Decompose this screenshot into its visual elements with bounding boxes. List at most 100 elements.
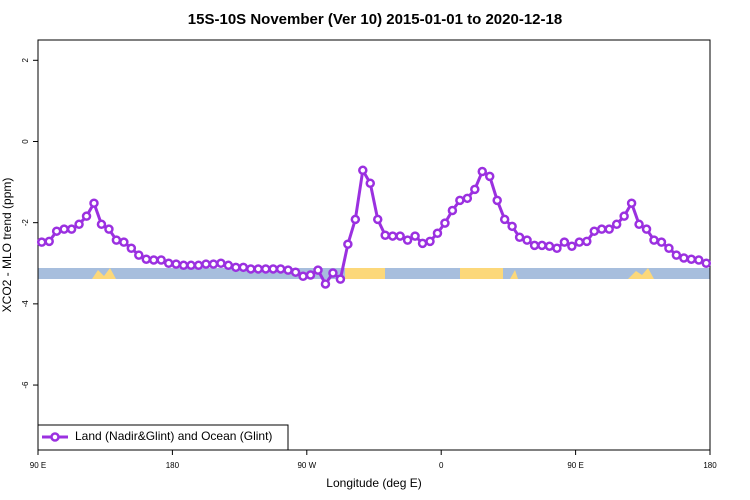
data-point (462, 193, 473, 204)
data-point (343, 239, 353, 249)
data-point (313, 265, 323, 275)
data-point (544, 241, 555, 251)
data-point (141, 254, 152, 264)
data-point (66, 224, 77, 234)
data-point (298, 271, 308, 282)
data-point (514, 232, 525, 243)
data-point (634, 219, 644, 230)
data-point (36, 237, 47, 247)
data-point (664, 243, 674, 253)
data-point (380, 230, 390, 241)
data-point (81, 211, 92, 221)
data-point (492, 195, 502, 206)
y-axis-label: XCO2 - MLO trend (ppm) (0, 178, 14, 313)
chart-title: 15S-10S November (Ver 10) 2015-01-01 to … (188, 11, 562, 28)
data-point (96, 219, 107, 230)
data-point (74, 219, 84, 230)
data-point (358, 165, 368, 176)
data-point (671, 250, 682, 260)
data-point (283, 265, 293, 275)
data-point (89, 198, 99, 208)
data-point (417, 238, 428, 249)
data-point (328, 268, 338, 278)
data-point (641, 224, 652, 234)
data-point (425, 236, 435, 247)
x-tick-label: 180 (166, 461, 180, 470)
data-point (186, 260, 196, 271)
data-point (656, 237, 667, 247)
data-point (223, 260, 234, 271)
data-point (238, 262, 249, 273)
data-point (59, 224, 69, 234)
data-point (619, 211, 629, 221)
data-point (686, 254, 697, 264)
data-point (148, 255, 159, 265)
data-point (178, 260, 189, 271)
data-point (335, 274, 346, 284)
data-point (477, 166, 488, 177)
data-point (574, 237, 585, 247)
data-point (320, 279, 331, 289)
data-point (604, 224, 614, 234)
data-point (51, 226, 62, 236)
data-point (537, 240, 547, 251)
data-point (231, 262, 241, 273)
x-tick-label: 90 E (567, 461, 583, 470)
y-tick-label: 0 (21, 139, 30, 144)
y-tick-label: -4 (21, 300, 30, 308)
legend-label: Land (Nadir&Glint) and Ocean (Glint) (75, 429, 272, 443)
data-point (522, 235, 532, 245)
data-point (134, 250, 144, 260)
data-point (402, 235, 413, 245)
plot-frame (37, 39, 711, 451)
data-point (253, 264, 264, 274)
data-point (268, 264, 278, 274)
data-point (163, 258, 174, 269)
data-point (365, 178, 376, 189)
data-point (387, 231, 398, 241)
x-tick-label: 0 (439, 461, 444, 470)
data-point (111, 235, 122, 245)
data-point (260, 264, 271, 274)
legend-marker (50, 432, 60, 442)
data-point (410, 231, 420, 241)
data-point (626, 198, 637, 208)
data-point (171, 259, 181, 269)
data-point (104, 224, 114, 234)
data-point (529, 240, 540, 251)
x-tick-label: 90 E (30, 461, 46, 470)
data-point (596, 224, 607, 234)
data-point (649, 235, 659, 245)
data-point (484, 171, 495, 182)
data-point (589, 226, 600, 236)
data-point (305, 270, 316, 280)
data-point (447, 205, 458, 216)
data-point (470, 184, 480, 195)
y-tick-label: -6 (21, 381, 30, 389)
data-point (275, 264, 286, 274)
data-point (679, 253, 689, 263)
data-point (119, 237, 129, 247)
data-point (694, 255, 704, 265)
data-point (611, 219, 622, 230)
x-axis-label: Longitude (deg E) (326, 476, 421, 490)
x-tick-label: 90 W (297, 461, 316, 470)
data-point (440, 218, 450, 228)
data-point (507, 221, 517, 232)
data-point (44, 236, 54, 247)
data-point (395, 231, 405, 241)
data-point (701, 258, 712, 269)
data-point (432, 228, 443, 238)
data-point (208, 259, 219, 269)
data-point (372, 214, 383, 225)
x-tick-label: 180 (703, 461, 717, 470)
data-point (455, 195, 465, 206)
y-tick-label: 2 (21, 58, 30, 63)
y-tick-label: -2 (21, 219, 30, 227)
data-point (156, 255, 166, 265)
data-point (552, 243, 562, 253)
data-point (567, 241, 577, 251)
data-point (246, 264, 256, 274)
legend-box (37, 424, 289, 451)
